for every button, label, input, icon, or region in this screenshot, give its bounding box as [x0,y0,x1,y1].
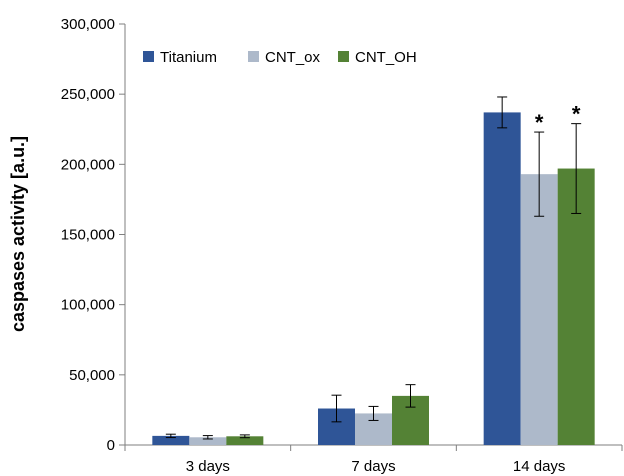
y-tick-label: 50,000 [69,367,115,384]
legend-swatch [248,51,259,62]
axes: 0 50,000 100,000 150,000 200,000 250,000 300,0… [61,16,623,475]
y-tick-label: 300,000 [61,16,115,33]
y-axis-label: caspases activity [a.u.] [8,136,28,332]
x-tick-label: 3 days [186,458,230,475]
y-tick-label: 200,000 [61,156,115,173]
bar [152,435,190,445]
bar [557,168,595,445]
y-tick-label: 250,000 [61,86,115,103]
y-tick-label: 0 [107,437,115,454]
bar [189,437,227,445]
significance-marker: * [572,102,581,127]
legend-label: CNT_ox [265,49,321,66]
y-tick-label: 100,000 [61,297,115,314]
bar [483,112,521,445]
y-tick-label: 150,000 [61,227,115,244]
error-bars [165,96,582,440]
significance-marker: * [535,110,544,135]
bar [520,174,558,445]
legend-label: CNT_OH [355,49,417,66]
x-tick-label: 14 days [513,458,566,475]
bars [152,112,595,445]
legend: Titanium CNT_ox CNT_OH [143,49,417,66]
annotations: * * [535,102,581,135]
legend-swatch [143,51,154,62]
bar [226,436,264,445]
legend-label: Titanium [160,49,217,66]
x-tick-label: 7 days [351,458,395,475]
legend-swatch [338,51,349,62]
